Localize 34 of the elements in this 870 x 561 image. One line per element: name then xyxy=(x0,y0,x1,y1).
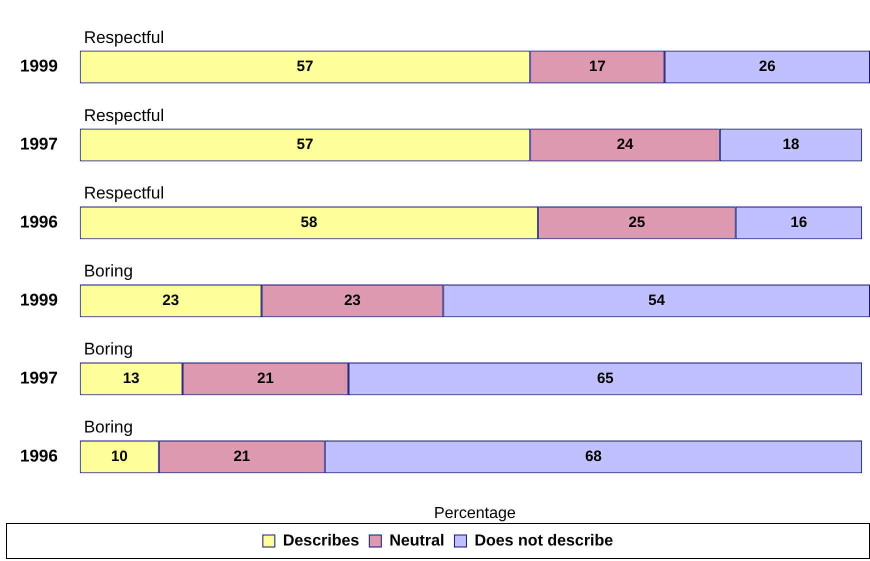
annotation: Boring xyxy=(84,418,133,437)
x-axis-title: Percentage xyxy=(434,504,516,522)
data-label: 25 xyxy=(628,214,646,232)
legend-label: Neutral xyxy=(389,532,444,550)
y-tick-label: 1997 xyxy=(20,368,58,388)
y-tick-label: 1996 xyxy=(20,212,58,232)
data-label: 17 xyxy=(589,58,606,76)
data-label: 16 xyxy=(790,214,808,232)
data-label: 23 xyxy=(162,292,180,310)
legend-label: Describes xyxy=(282,532,360,550)
annotation: Respectful xyxy=(84,184,164,203)
data-label: 23 xyxy=(344,292,361,310)
y-tick-label: 1997 xyxy=(20,134,58,154)
data-label: 21 xyxy=(257,370,274,387)
annotation: Boring xyxy=(84,262,133,281)
data-label: 18 xyxy=(782,136,800,154)
data-label: 57 xyxy=(296,136,314,154)
data-label: 54 xyxy=(648,292,666,310)
data-label: 10 xyxy=(110,448,128,465)
data-label: 57 xyxy=(296,58,314,76)
annotation: Respectful xyxy=(84,28,164,47)
data-label: 65 xyxy=(596,370,614,387)
y-tick-label: 1996 xyxy=(20,446,58,466)
data-label: 13 xyxy=(122,370,140,387)
legend-label: Does not describe xyxy=(474,532,614,550)
data-label: 24 xyxy=(616,136,634,154)
data-label: 26 xyxy=(758,58,776,76)
data-label: 68 xyxy=(585,448,602,465)
annotation: Boring xyxy=(84,340,133,359)
y-tick-label: 1999 xyxy=(20,290,58,310)
data-label: 58 xyxy=(300,214,318,232)
y-tick-label: 1999 xyxy=(20,56,58,76)
annotation: Respectful xyxy=(84,106,164,125)
data-label: 21 xyxy=(233,448,250,465)
